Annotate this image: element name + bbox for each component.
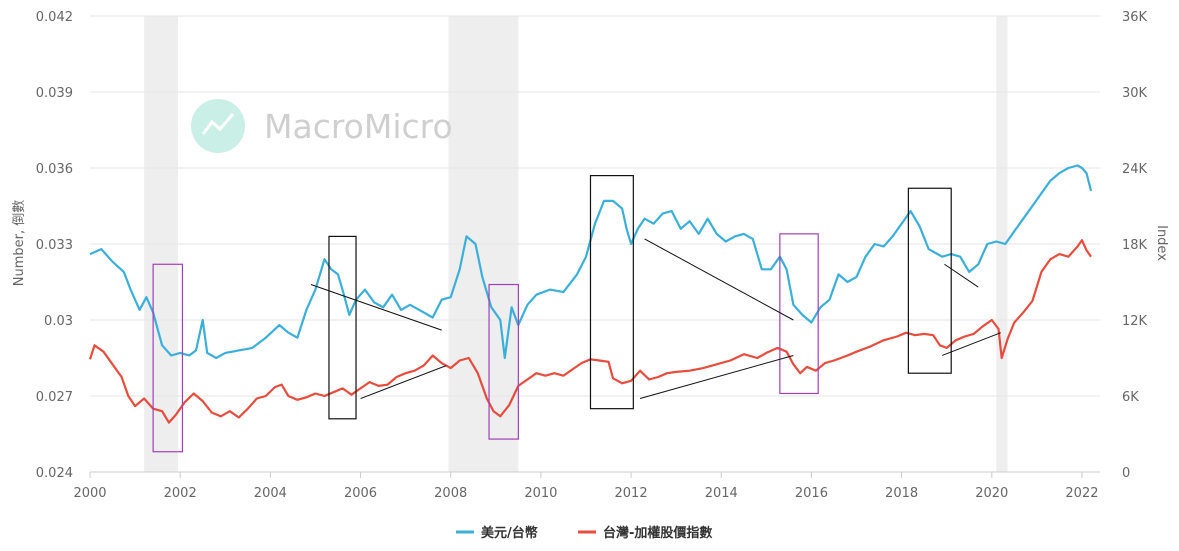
x-tick-6: 2012 <box>615 486 648 501</box>
y-left-tick-1: 0.027 <box>36 390 73 405</box>
legend-item-taiex[interactable]: 台灣-加權股價指數 <box>578 525 712 541</box>
legend-item-usd-twd[interactable]: 美元/台幣 <box>456 525 538 541</box>
x-tick-2: 2004 <box>254 486 287 501</box>
x-tick-8: 2016 <box>795 486 828 501</box>
x-tick-10: 2020 <box>975 486 1008 501</box>
annotation-trend-line-2 <box>644 238 794 321</box>
y-right-tick-5: 30K <box>1122 86 1148 101</box>
annotation-purple-box-0 <box>152 263 184 453</box>
watermark: MacroMicro <box>191 99 453 153</box>
series-line-0 <box>89 164 1093 360</box>
annotation-black-box-2 <box>907 187 952 374</box>
annotation-trend-line-4 <box>944 263 979 288</box>
annotation-black-box-0 <box>328 235 357 420</box>
x-tick-3: 2006 <box>344 486 377 501</box>
annotation-trend-line-3 <box>639 354 794 400</box>
y-right-tick-0: 0 <box>1122 466 1130 481</box>
y-right-tick-1: 6K <box>1122 390 1139 405</box>
y-right-tick-4: 24K <box>1122 162 1148 177</box>
y-left-tick-3: 0.033 <box>36 238 73 253</box>
x-tick-4: 2008 <box>434 486 467 501</box>
x-tick-5: 2010 <box>524 486 557 501</box>
annotation-trend-line-0 <box>310 284 442 331</box>
y-left-tick-0: 0.024 <box>36 466 73 481</box>
grid <box>90 15 1100 473</box>
y-left-tick-6: 0.042 <box>36 10 73 25</box>
x-tick-7: 2014 <box>705 486 738 501</box>
legend-label-taiex: 台灣-加權股價指數 <box>603 525 712 541</box>
y-right-tick-3: 18K <box>1122 238 1148 253</box>
x-tick-11: 2022 <box>1065 486 1098 501</box>
y-right-tick-6: 36K <box>1122 10 1148 25</box>
annotation-purple-box-2 <box>779 233 819 395</box>
legend-label-usd-twd: 美元/台幣 <box>481 525 538 541</box>
axis-ticks: 0.024 0 0.027 6K 0.03 12K 0.033 18K 0.036 24K 0.03… <box>36 10 1148 501</box>
legend: 美元/台幣 台灣-加權股價指數 <box>456 525 712 541</box>
y-right-tick-2: 12K <box>1122 314 1148 329</box>
annotation-purple-box-1 <box>488 283 519 440</box>
watermark-logo-line-icon <box>201 113 235 135</box>
annotation-trend-line-1 <box>360 365 447 400</box>
series-line-1 <box>88 239 1092 424</box>
x-tick-0: 2000 <box>73 486 106 501</box>
y-left-tick-2: 0.03 <box>44 314 73 329</box>
watermark-text: MacroMicro <box>264 107 453 146</box>
y-left-tick-4: 0.036 <box>36 162 73 177</box>
annotations <box>152 175 1001 453</box>
annotation-black-box-1 <box>589 175 634 410</box>
y-left-tick-5: 0.039 <box>36 86 73 101</box>
x-tick-1: 2002 <box>164 486 197 501</box>
annotation-trend-line-5 <box>942 332 1001 356</box>
y-left-axis-title: Number, 倒數 <box>12 200 27 287</box>
x-tick-9: 2018 <box>885 486 918 501</box>
series-lines <box>88 164 1093 424</box>
y-right-axis-title: Index <box>1154 225 1169 261</box>
